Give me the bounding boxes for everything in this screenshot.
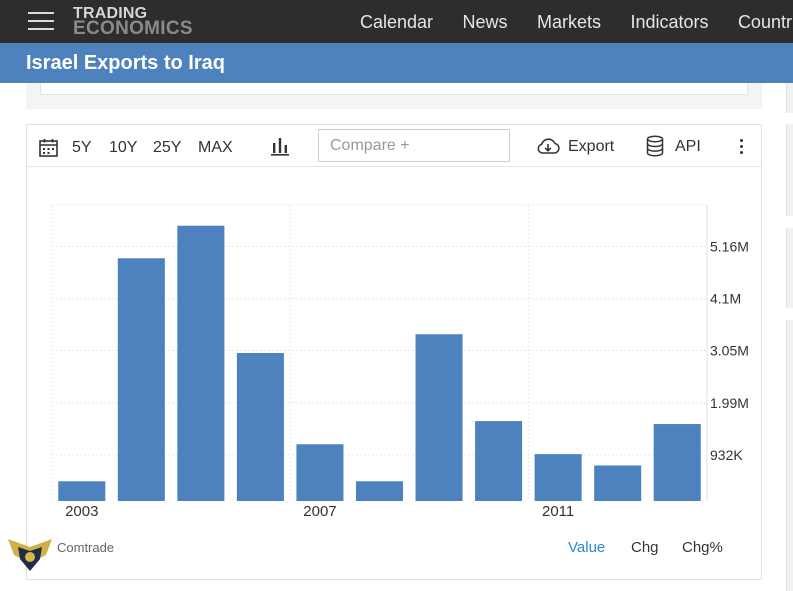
y-tick-label: 3.05M bbox=[710, 343, 749, 359]
bar-2009 bbox=[415, 334, 463, 501]
bar-2005 bbox=[177, 225, 225, 501]
upper-panel-inner bbox=[40, 83, 748, 95]
side-rail-lower bbox=[786, 320, 793, 591]
mode-value-button[interactable]: Value bbox=[568, 539, 606, 556]
chart-x-axis: 2003 2007 2011 bbox=[65, 503, 574, 520]
mode-chg-percent-button[interactable]: Chg% bbox=[682, 539, 723, 556]
hamburger-icon[interactable] bbox=[28, 11, 54, 31]
forum-watermark-logo bbox=[8, 539, 52, 571]
database-icon bbox=[646, 135, 664, 157]
nav-item-countries[interactable]: Countrie bbox=[737, 12, 793, 32]
bar-2003 bbox=[58, 481, 106, 501]
bar-chart: 932K 1.99M 3.05M 4.1M 5.16M 2003 2007 2011 bbox=[51, 204, 749, 520]
x-tick-label: 2003 bbox=[65, 503, 98, 520]
bar-2008 bbox=[355, 481, 404, 501]
source-label[interactable]: Comtrade bbox=[57, 540, 115, 555]
mode-chg-button[interactable]: Chg bbox=[631, 539, 659, 556]
api-label: API bbox=[675, 138, 701, 155]
side-rail-top bbox=[786, 83, 793, 113]
export-label: Export bbox=[568, 138, 615, 155]
calendar-icon[interactable] bbox=[39, 138, 58, 157]
top-nav: TRADING ECONOMICS Calendar News Markets … bbox=[0, 0, 793, 43]
page-title: Israel Exports to Iraq bbox=[26, 52, 225, 74]
nav-item-calendar[interactable]: Calendar bbox=[360, 12, 434, 32]
more-vertical-icon[interactable] bbox=[735, 137, 747, 157]
bar-2004 bbox=[117, 258, 165, 501]
chart-bars bbox=[58, 225, 701, 501]
bar-chart-icon[interactable] bbox=[271, 136, 289, 156]
y-tick-label: 932K bbox=[710, 447, 743, 463]
logo-line2: ECONOMICS bbox=[73, 18, 193, 39]
nav-item-news[interactable]: News bbox=[462, 12, 508, 32]
x-tick-label: 2007 bbox=[303, 503, 336, 520]
logo[interactable]: TRADING ECONOMICS bbox=[73, 5, 193, 39]
compare-input[interactable] bbox=[318, 129, 510, 162]
range-max-button[interactable]: MAX bbox=[198, 139, 233, 156]
bar-2011 bbox=[534, 454, 582, 501]
y-tick-label: 1.99M bbox=[710, 395, 749, 411]
nav-item-indicators[interactable]: Indicators bbox=[630, 12, 709, 32]
bar-2013 bbox=[653, 424, 701, 501]
chart-y-axis: 932K 1.99M 3.05M 4.1M 5.16M bbox=[710, 238, 749, 463]
side-rail-upper bbox=[786, 124, 793, 216]
nav-item-markets[interactable]: Markets bbox=[536, 12, 601, 32]
bar-2006 bbox=[236, 353, 284, 501]
bar-2007 bbox=[296, 444, 344, 501]
upper-panel bbox=[26, 83, 762, 109]
y-tick-label: 5.16M bbox=[710, 238, 749, 254]
range-10y-button[interactable]: 10Y bbox=[109, 139, 138, 156]
nav-menu: Calendar News Markets Indicators Countri… bbox=[360, 12, 793, 33]
bar-2010 bbox=[475, 421, 523, 501]
logo-line1: TRADING bbox=[73, 5, 148, 22]
title-bar: Israel Exports to Iraq bbox=[0, 43, 793, 83]
range-25y-button[interactable]: 25Y bbox=[153, 139, 182, 156]
range-5y-button[interactable]: 5Y bbox=[72, 139, 92, 156]
side-rail-middle bbox=[786, 228, 793, 308]
bar-2012 bbox=[594, 465, 642, 501]
cloud-download-icon bbox=[537, 138, 560, 154]
x-tick-label: 2011 bbox=[542, 503, 574, 520]
y-tick-label: 4.1M bbox=[710, 291, 741, 307]
toolbar-divider bbox=[27, 166, 761, 167]
